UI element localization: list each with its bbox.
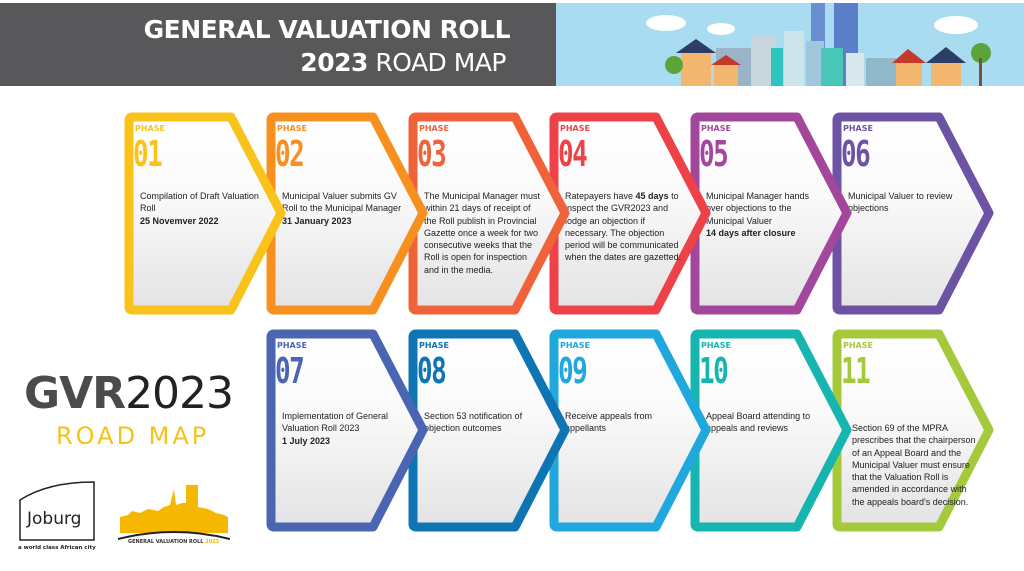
city-skyline-illustration [556, 3, 1024, 86]
phase-label: PHASE [843, 124, 873, 133]
phase-number: 02 [275, 134, 305, 175]
phase-card-08: PHASE 08 Section 53 notification of obje… [408, 329, 572, 533]
chevron-shape [549, 329, 711, 532]
phase-number: 04 [558, 134, 588, 175]
phase-description: Compilation of Draft Valuation Roll 25 No… [140, 191, 259, 226]
road-map-heading: ROAD MAP [56, 422, 210, 450]
phase-number: 06 [841, 134, 871, 175]
phase-number: 08 [417, 351, 447, 392]
phase-number: 07 [275, 351, 305, 392]
phase-label: PHASE [419, 341, 449, 350]
phase-label: PHASE [843, 341, 873, 350]
gvr-2023-logo: GENERAL VALUATION ROLL 2023 [117, 485, 231, 550]
chevron-shape [124, 112, 286, 315]
phase-description: The Municipal Manager must within 21 day… [424, 191, 541, 275]
chevron-shape [408, 112, 570, 315]
phase-number: 03 [417, 134, 447, 175]
chevron-shape [832, 329, 994, 532]
phase-label: PHASE [277, 341, 307, 350]
phase-date: 1 July 2023 [282, 435, 331, 446]
phase-date: 31 January 2023 [282, 215, 352, 226]
phase-label: PHASE [135, 124, 165, 133]
phase-card-07: PHASE 07 Implementation of General Valua… [266, 329, 430, 533]
phase-description: Municipal Manager hands over objections … [706, 190, 826, 239]
phase-description: Ratepayers have 45 days to inspect the G… [565, 191, 682, 263]
phase-description: Appeal Board attending to appeals and re… [706, 411, 811, 434]
chevron-shape [690, 112, 852, 315]
phase-card-03: PHASE 03 The Municipal Manager must with… [408, 112, 572, 316]
phase-card-02: PHASE 02 Municipal Valuer submits GV Rol… [266, 112, 430, 316]
phase-description: Municipal Valuer to review objections [848, 191, 953, 214]
phase-label: PHASE [419, 124, 449, 133]
chevron-shape [408, 329, 570, 532]
phase-label: PHASE [277, 124, 307, 133]
chevron-shape [266, 329, 428, 532]
gvr2023-heading: GVR2023 [24, 368, 234, 419]
chevron-shape [549, 112, 711, 315]
phase-number: 10 [699, 351, 729, 392]
phase-date: 14 days after closure [706, 227, 796, 238]
phase-description: Municipal Valuer submits GV Roll to the … [282, 191, 402, 226]
phase-description: Implementation of General Valuation Roll… [282, 410, 402, 447]
chevron-shape [832, 112, 994, 315]
phase-number: 01 [133, 134, 163, 175]
header-banner: GENERAL VALUATION ROLL 2023 ROAD MAP [0, 3, 556, 86]
phase-label: PHASE [701, 124, 731, 133]
header-subtitle: 2023 ROAD MAP [300, 48, 506, 77]
phase-number: 09 [558, 351, 588, 392]
phase-description: Section 69 of the MPRA prescribes that t… [852, 423, 976, 507]
phase-card-06: PHASE 06 Municipal Valuer to review obje… [832, 112, 996, 316]
phase-label: PHASE [560, 341, 590, 350]
gvr-logo-caption: GENERAL VALUATION ROLL 2023 [128, 539, 220, 545]
phase-label: PHASE [560, 124, 590, 133]
joburg-tagline: a world class African city [18, 545, 96, 551]
phase-card-09: PHASE 09 Receive appeals from appellants [549, 329, 713, 533]
phase-date: 25 Novemver 2022 [140, 215, 219, 226]
joburg-logo: Joburg [18, 480, 96, 542]
phase-card-05: PHASE 05 Municipal Manager hands over ob… [690, 112, 854, 316]
phase-number: 11 [841, 351, 871, 392]
phase-description: Section 53 notification of objection out… [424, 411, 523, 434]
phase-card-10: PHASE 10 Appeal Board attending to appea… [690, 329, 854, 533]
chevron-shape [266, 112, 428, 315]
phase-description: Receive appeals from appellants [565, 411, 653, 434]
svg-text:Joburg: Joburg [26, 509, 81, 529]
chevron-shape [690, 329, 852, 532]
phase-number: 05 [699, 134, 729, 175]
phase-card-01: PHASE 01 Compilation of Draft Valuation … [124, 112, 288, 316]
phase-card-04: PHASE 04 Ratepayers have 45 days to insp… [549, 112, 713, 316]
phase-label: PHASE [701, 341, 731, 350]
header-title: GENERAL VALUATION ROLL [143, 15, 511, 44]
phase-card-11: PHASE 11 Section 69 of the MPRA prescrib… [832, 329, 996, 533]
